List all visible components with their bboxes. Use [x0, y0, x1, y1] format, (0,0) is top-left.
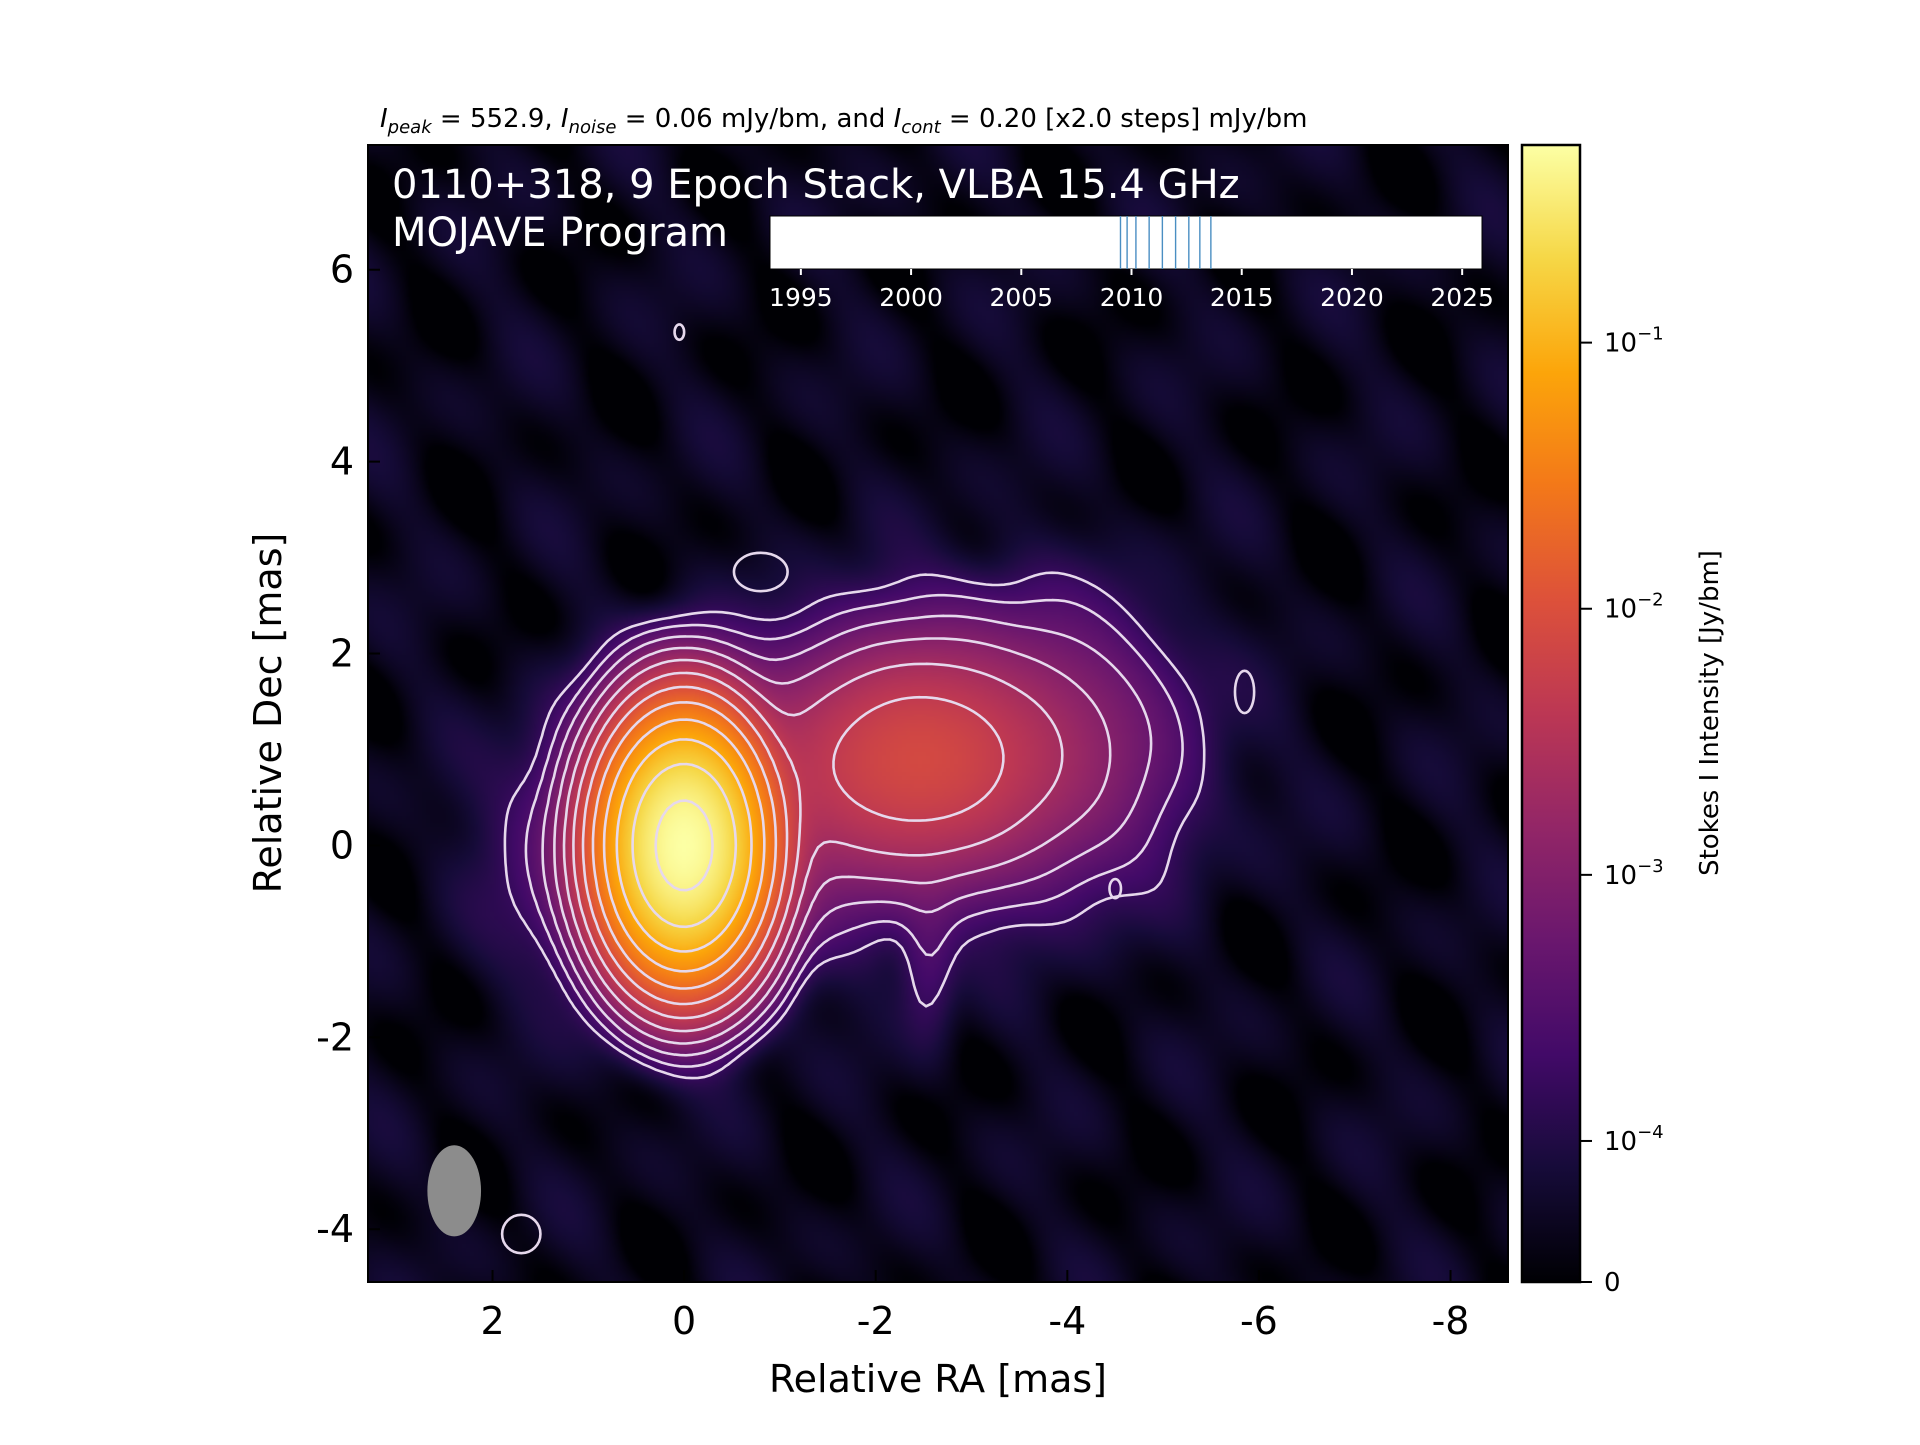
colorbar-tick-label: 10−2	[1604, 590, 1664, 625]
title-text: = 0.06 mJy/bm, and	[616, 104, 893, 134]
contour-level	[591, 701, 778, 990]
y-axis-label: Relative Dec [mas]	[246, 533, 290, 894]
title-subscript: noise	[569, 117, 617, 138]
contour-level	[602, 718, 766, 973]
contour-level	[581, 685, 789, 1006]
colorbar-tick-label: 10−3	[1604, 856, 1664, 891]
contour-island	[1233, 669, 1256, 715]
colorbar-tick-base: 10	[1604, 861, 1637, 891]
timeline-tick-label: 2000	[879, 283, 943, 312]
x-tick-label: -6	[1240, 1299, 1278, 1343]
contour-island	[673, 323, 686, 342]
x-tick-label: -2	[857, 1299, 895, 1343]
timeline-tick-label: 2025	[1430, 283, 1494, 312]
y-tick-label: -4	[316, 1207, 354, 1251]
timeline-tick-label: 2020	[1320, 283, 1384, 312]
x-tick-label: -4	[1048, 1299, 1086, 1343]
x-tick-label: 0	[672, 1299, 696, 1343]
chart-title: Ipeak = 552.9, Inoise = 0.06 mJy/bm, and…	[380, 104, 1307, 138]
title-symbol: I	[380, 104, 388, 134]
timeline-tick-label: 2005	[989, 283, 1053, 312]
timeline-tick-label: 1995	[769, 283, 833, 312]
contour-level	[654, 799, 714, 892]
timeline-box	[769, 215, 1483, 270]
y-tick-label: 6	[330, 248, 354, 292]
title-text: = 0.20 [x2.0 steps] mJy/bm	[941, 104, 1308, 134]
colorbar-tick-base: 10	[1604, 329, 1637, 359]
contour-level	[503, 571, 1206, 1080]
colorbar-tick-base: 10	[1604, 1127, 1637, 1157]
contour-island	[732, 551, 789, 593]
contour-level	[562, 658, 1064, 1033]
program-label: MOJAVE Program	[392, 210, 728, 256]
y-tick-label: 0	[330, 823, 354, 867]
x-axis-label: Relative RA [mas]	[769, 1357, 1107, 1401]
colorbar	[1522, 145, 1580, 1282]
beam-layer	[427, 1145, 482, 1237]
axes: 2 0 -2 -4 -6 -8 -4 -2 0 2 4 6	[316, 248, 1469, 1343]
colorbar-tick-base: 0	[1604, 1268, 1621, 1298]
colorbar-label: Stokes I Intensity [Jy/bm]	[1695, 550, 1725, 876]
colorbar-tick-exponent: −1	[1637, 324, 1664, 345]
x-tick-label: -8	[1432, 1299, 1470, 1343]
contour-layer	[500, 323, 1256, 1255]
source-label: 0110+318, 9 Epoch Stack, VLBA 15.4 GHz	[392, 162, 1240, 208]
contour-level	[553, 637, 1112, 1045]
contour-island	[1108, 877, 1123, 900]
intensity-map	[368, 145, 1508, 1282]
title-symbol: I	[894, 104, 902, 134]
colorbar-tick-exponent: −2	[1637, 590, 1664, 611]
contour-level	[541, 614, 1153, 1057]
y-tick-label: -2	[316, 1015, 354, 1059]
plot-frame	[367, 144, 1509, 1283]
colorbar-tick-label: 10−4	[1604, 1122, 1664, 1157]
colorbar-tick-exponent: −3	[1637, 856, 1664, 877]
x-tick-label: 2	[480, 1299, 504, 1343]
colorbar-tick-label: 10−1	[1604, 324, 1664, 359]
title-text: = 552.9,	[432, 104, 561, 134]
timeline-tick-label: 2010	[1100, 283, 1164, 312]
beam-ellipse	[427, 1145, 482, 1237]
contour-island	[500, 1213, 542, 1255]
colorbar-ticks: 10−110−210−310−40	[1580, 324, 1664, 1298]
colorbar-frame	[1520, 143, 1582, 1284]
contour-level	[631, 762, 738, 929]
contour-level	[572, 671, 1005, 1020]
colorbar-tick-base: 10	[1604, 595, 1637, 625]
timeline-tick-label: 2015	[1210, 283, 1274, 312]
title-symbol: I	[561, 104, 569, 134]
colorbar-tick-exponent: −4	[1637, 1122, 1664, 1143]
colorbar-tick-label: 0	[1604, 1268, 1621, 1298]
title-subscript: cont	[901, 117, 941, 138]
title-subscript: peak	[387, 117, 434, 138]
y-tick-label: 4	[330, 440, 354, 484]
y-tick-label: 2	[330, 632, 354, 676]
contour-level	[524, 593, 1184, 1068]
timeline-inset: 1995 2000 2005 2010 2015 2020 2025	[769, 216, 1494, 312]
contour-level	[615, 738, 753, 953]
